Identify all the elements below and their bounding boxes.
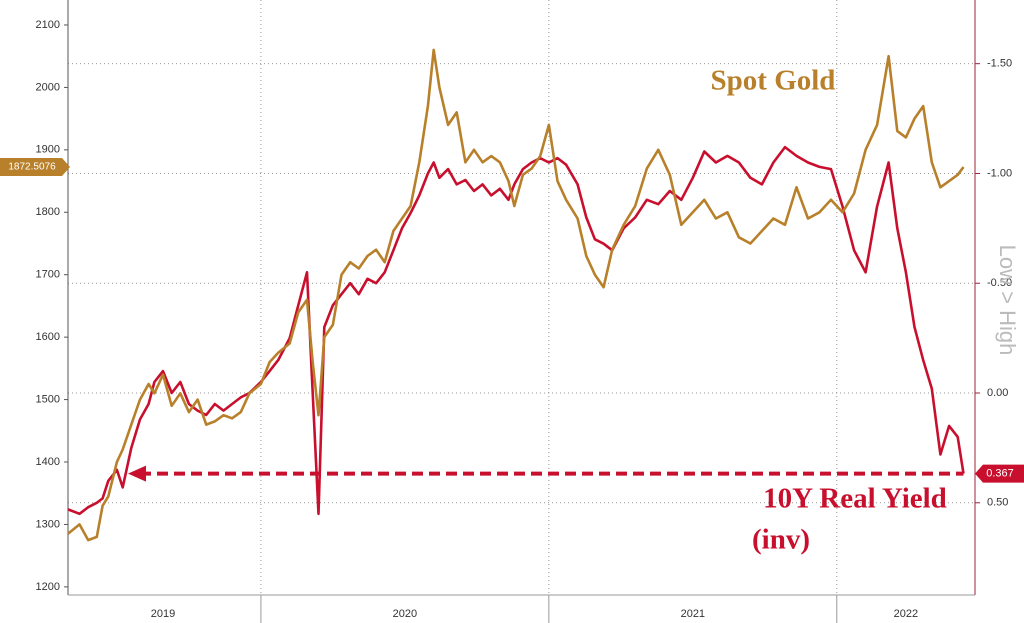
- y2-tick-label: -0.50: [987, 277, 1012, 289]
- series-label: Spot Gold: [711, 65, 836, 97]
- y2-tick-label: 0.50: [987, 497, 1008, 509]
- x-tick-label: 2022: [894, 608, 918, 620]
- x-tick-label: 2019: [151, 608, 175, 620]
- series-label: 10Y Real Yield: [763, 483, 947, 515]
- y-tick-label: 2000: [36, 81, 60, 93]
- y2-tick-label: 0.00: [987, 387, 1008, 399]
- value-tag-label: 0.367: [986, 467, 1014, 479]
- value-tag: [975, 464, 1024, 483]
- y2-axis-label: Low > High: [995, 245, 1020, 356]
- y-tick-label: 1700: [36, 269, 60, 281]
- y-tick-label: 1800: [36, 206, 60, 218]
- arrow-head: [128, 465, 146, 482]
- y-tick-label: 1200: [36, 581, 60, 593]
- x-tick-label: 2021: [681, 608, 705, 620]
- series-note: (inv): [752, 524, 810, 556]
- data-line: [67, 48, 965, 542]
- y-tick-label: 1600: [36, 331, 60, 343]
- y-tick-label: 1300: [36, 518, 60, 530]
- y-tick-label: 1500: [36, 393, 60, 405]
- y-tick-label: 2100: [36, 19, 60, 31]
- data-line: [67, 145, 965, 516]
- y2-tick-label: -1.00: [987, 167, 1012, 179]
- value-tag: [0, 158, 70, 177]
- y-tick-label: 1900: [36, 144, 60, 156]
- y-tick-label: 1400: [36, 456, 60, 468]
- value-tag-label: 1872.5076: [8, 162, 56, 173]
- y2-tick-label: -1.50: [987, 58, 1012, 70]
- x-tick-label: 2020: [393, 608, 417, 620]
